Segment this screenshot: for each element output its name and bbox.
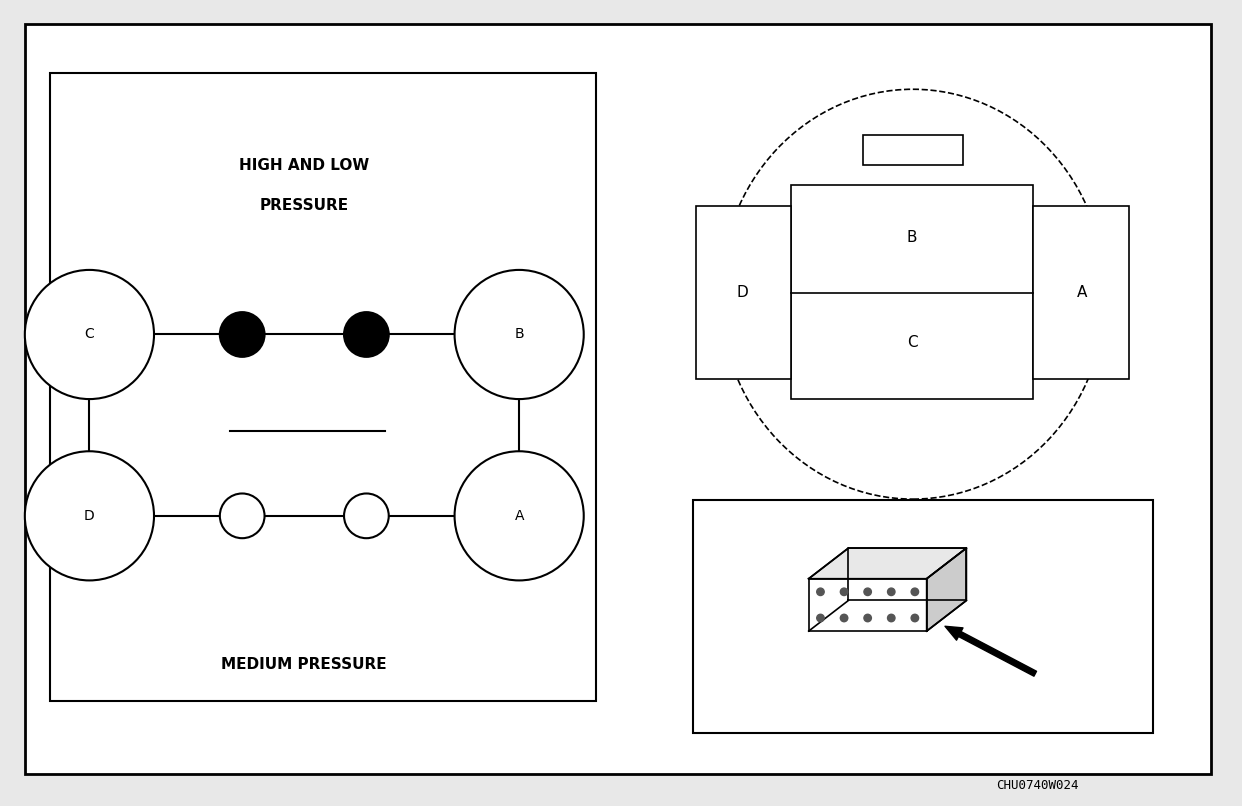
Bar [693, 500, 1153, 733]
Text: C: C [84, 327, 94, 342]
Text: D: D [737, 285, 749, 300]
Ellipse shape [817, 588, 825, 596]
Text: HIGH AND LOW: HIGH AND LOW [240, 158, 369, 172]
Bar [696, 206, 791, 379]
Ellipse shape [864, 614, 872, 621]
Ellipse shape [344, 312, 389, 357]
Ellipse shape [912, 614, 919, 621]
Bar [791, 185, 1033, 399]
Text: CHU0740W024: CHU0740W024 [996, 779, 1078, 792]
Text: PRESSURE: PRESSURE [260, 198, 349, 213]
Ellipse shape [888, 588, 895, 596]
Ellipse shape [841, 614, 848, 621]
Bar [50, 73, 596, 701]
Text: MEDIUM PRESSURE: MEDIUM PRESSURE [221, 658, 388, 672]
Text: A: A [514, 509, 524, 523]
Bar [863, 135, 963, 165]
Polygon shape [809, 548, 966, 579]
Ellipse shape [455, 451, 584, 580]
Text: B: B [907, 231, 918, 245]
Text: B: B [514, 327, 524, 342]
Ellipse shape [888, 614, 895, 621]
Ellipse shape [912, 588, 919, 596]
FancyArrowPatch shape [945, 626, 1037, 676]
Ellipse shape [720, 89, 1105, 499]
Ellipse shape [25, 270, 154, 399]
Ellipse shape [220, 493, 265, 538]
Ellipse shape [25, 451, 154, 580]
Ellipse shape [864, 588, 872, 596]
Polygon shape [927, 548, 966, 631]
Ellipse shape [344, 493, 389, 538]
Text: C: C [907, 335, 918, 350]
Ellipse shape [841, 588, 848, 596]
Text: A: A [1077, 285, 1087, 300]
Ellipse shape [817, 614, 825, 621]
Ellipse shape [220, 312, 265, 357]
Ellipse shape [455, 270, 584, 399]
Text: D: D [84, 509, 94, 523]
Bar [1033, 206, 1129, 379]
